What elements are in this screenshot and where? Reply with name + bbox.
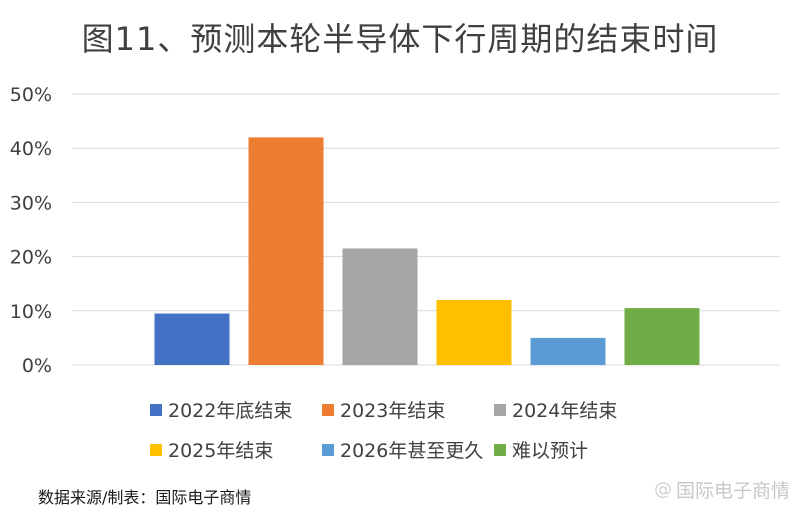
legend-item: 2024年结束 [494,396,617,423]
legend-label: 2023年结束 [340,400,446,422]
legend-item: 2022年底结束 [150,396,292,423]
legend-item: 难以预计 [494,436,588,463]
data-source-note: 数据来源/制表：国际电子商情 [38,488,252,507]
y-tick-label: 20% [10,247,52,269]
legend-swatch [322,443,334,456]
legend-item: 2026年甚至更久 [322,436,483,463]
legend-swatch [150,443,162,456]
bar-6 [624,308,700,365]
legend-label: 2024年结束 [512,400,618,422]
chart-title: 图11、预测本轮半导体下行周期的结束时间 [81,20,719,58]
legend-swatch [322,403,334,416]
bars [154,137,700,365]
legend-label: 难以预计 [512,440,589,462]
legend-label: 2026年甚至更久 [340,440,484,462]
watermark-text: 国际电子商情 [675,480,790,502]
legend-item: 2023年结束 [322,396,445,423]
y-tick-label: 30% [10,192,52,214]
y-tick-label: 50% [10,84,52,106]
bar-4 [436,299,512,365]
y-tick-label: 0% [22,355,52,377]
bar-1 [154,313,230,365]
bar-5 [530,337,606,365]
watermark: @ 国际电子商情 [654,476,790,503]
legend-swatch [494,443,506,456]
bar-3 [342,248,418,365]
legend-label: 2022年底结束 [168,400,293,422]
y-tick-label: 10% [10,301,52,323]
legend-label: 2025年结束 [168,440,274,462]
y-axis-ticks: 0% 10% 20% 30% 40% 50% [10,84,52,377]
at-sign-icon: @ [653,479,672,500]
legend-item: 2025年结束 [150,436,273,463]
bar-2 [248,137,324,365]
legend-swatch [494,403,506,416]
y-tick-label: 40% [10,138,52,160]
legend-swatch [150,403,162,416]
